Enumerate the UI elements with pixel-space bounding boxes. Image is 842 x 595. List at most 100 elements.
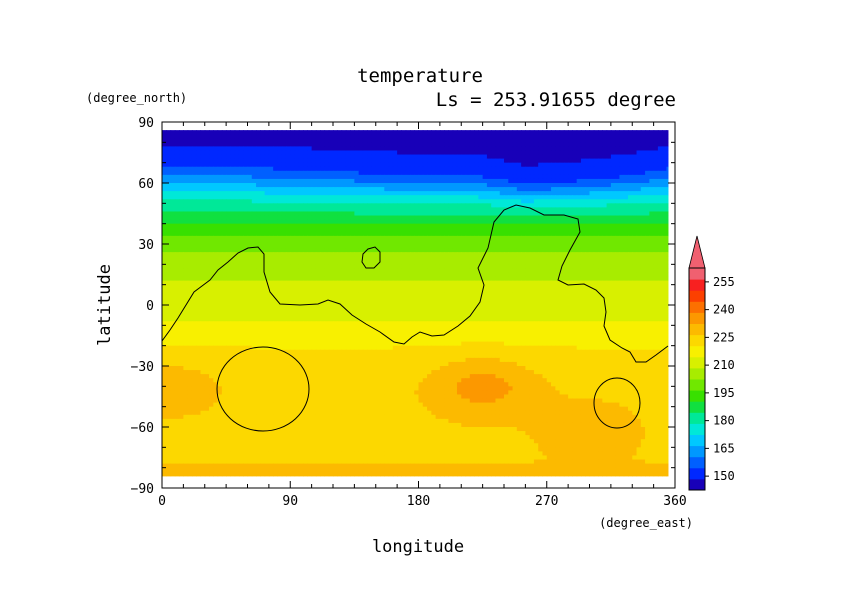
field-cell [397, 288, 402, 294]
field-cell [568, 248, 574, 253]
field-cell [328, 138, 334, 143]
field-cell [538, 174, 544, 180]
field-cell [563, 280, 569, 286]
field-cell [268, 187, 274, 192]
chart-title: temperature [357, 65, 483, 87]
field-cell [409, 174, 415, 180]
field-cell [234, 260, 240, 265]
field-cell [653, 178, 659, 184]
field-cell [512, 264, 518, 269]
field-cell [367, 174, 373, 180]
field-cell [350, 187, 355, 192]
field-cell [666, 268, 669, 274]
field-cell [174, 178, 180, 184]
field-cell [508, 268, 514, 274]
field-cell [478, 162, 484, 168]
field-cell [285, 178, 291, 184]
field-cell [226, 264, 232, 269]
field-cell [619, 248, 625, 253]
field-cell [362, 280, 368, 286]
field-cell [226, 134, 232, 139]
field-cell [234, 239, 240, 245]
field-cell [568, 195, 574, 200]
field-cell [662, 183, 668, 188]
field-cell [166, 288, 172, 294]
field-cell [384, 284, 390, 290]
field-cell [657, 138, 663, 143]
field-cell [251, 154, 257, 160]
field-cell [546, 288, 552, 294]
field-cell [397, 252, 402, 257]
field-cell [358, 191, 364, 196]
field-cell [418, 150, 424, 156]
field-cell [474, 227, 479, 233]
field-cell [465, 256, 471, 261]
field-cell [559, 256, 565, 261]
field-cell [230, 166, 236, 172]
field-cell [298, 223, 304, 229]
field-cell [200, 284, 206, 290]
field-cell [183, 288, 189, 294]
field-cell [328, 195, 334, 200]
field-cell [298, 284, 304, 290]
field-cell [482, 207, 488, 213]
field-cell [602, 231, 608, 237]
field-cell [243, 203, 249, 208]
field-cell [606, 264, 612, 269]
field-cell [589, 235, 595, 241]
field-cell [294, 260, 300, 265]
field-cell [559, 142, 565, 147]
field-cell [439, 227, 445, 233]
field-cell [256, 227, 261, 233]
field-cell [645, 130, 650, 135]
field-cell [585, 178, 591, 184]
field-cell [422, 248, 428, 253]
field-cell [264, 231, 270, 237]
field-cell [294, 219, 300, 225]
field-cell [179, 276, 184, 282]
field-cell [337, 138, 343, 143]
field-cell [422, 150, 428, 156]
field-cell [546, 166, 552, 172]
field-cell [273, 264, 279, 269]
field-cell [636, 223, 642, 229]
field-cell [469, 223, 475, 229]
field-cell [367, 235, 373, 241]
field-cell [649, 219, 655, 225]
field-cell [555, 219, 561, 225]
field-cell [251, 264, 257, 269]
field-cell [563, 203, 569, 208]
field-cell [187, 235, 193, 241]
field-cell [350, 174, 355, 180]
field-cell [653, 150, 659, 156]
field-cell [170, 187, 176, 192]
field-cell [542, 146, 548, 152]
field-cell [409, 264, 415, 269]
field-cell [482, 170, 488, 176]
field-cell [281, 134, 287, 139]
field-cell [469, 276, 475, 282]
field-cell [491, 199, 497, 204]
field-cell [247, 191, 253, 196]
field-cell [495, 268, 501, 274]
field-cell [529, 142, 535, 147]
field-cell [375, 178, 381, 184]
field-cell [290, 211, 296, 217]
field-cell [367, 284, 373, 290]
field-cell [362, 207, 368, 213]
field-cell [516, 244, 522, 249]
field-cell [384, 134, 390, 139]
field-cell [640, 207, 646, 213]
field-cell [640, 187, 646, 192]
field-cell [482, 296, 488, 302]
field-cell [640, 146, 646, 152]
field-cell [166, 256, 172, 261]
field-cell [512, 170, 518, 176]
field-cell [337, 244, 343, 249]
field-cell [431, 138, 437, 143]
field-cell [469, 154, 475, 160]
field-cell [362, 284, 368, 290]
field-cell [226, 231, 232, 237]
field-cell [632, 170, 638, 176]
field-cell [431, 134, 437, 139]
